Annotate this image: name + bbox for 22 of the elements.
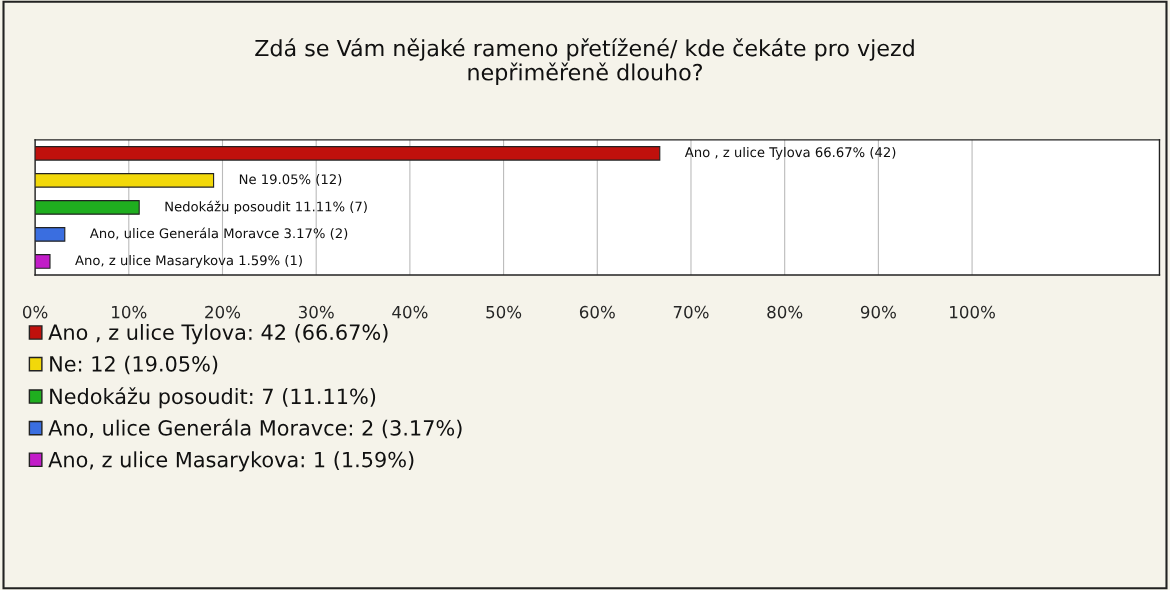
data-label: Nedokážu posoudit 11.11% (7) [165,200,367,215]
legend-label: Ano, ulice Generála Moravce: 2 (3.17%) [48,418,462,439]
chart-title: Zdá se Vám nějaké rameno přetížené/ kde čekáte pro vjezd nepřiměřeně dlouho? [255,38,914,85]
x-tick-label: 50% [486,305,522,319]
x-tick-label: 30% [298,305,334,319]
x-tick-label: 10% [112,305,147,319]
x-tick-label: 40% [392,305,428,319]
legend-label: Ne: 12 (19.05%) [50,355,218,375]
x-tick-label: 60% [579,305,615,319]
data-label: Ano , z ulice Tylova 66.67% (42) [684,146,896,160]
legend-label: Ano, z ulice Masarykova: 1 (1.59%) [48,451,414,472]
data-label: Ano, ulice Generála Moravce 3.17% (2) [89,227,348,240]
data-label: Ne 19.05% (12) [239,173,342,186]
x-tick-label: 90% [860,305,896,319]
data-label: Ano, z ulice Masarykova 1.59% (1) [75,255,302,268]
x-tick-label: 20% [205,305,241,319]
x-tick-label: 100% [950,305,995,319]
x-tick-label: 0% [22,305,48,319]
legend-label: Ano , z ulice Tylova: 42 (66.67%) [48,323,388,345]
legend-label: Nedokážu posoudit: 7 (11.11%) [50,387,376,409]
x-tick-label: 80% [767,305,803,319]
x-tick-label: 70% [673,305,709,319]
